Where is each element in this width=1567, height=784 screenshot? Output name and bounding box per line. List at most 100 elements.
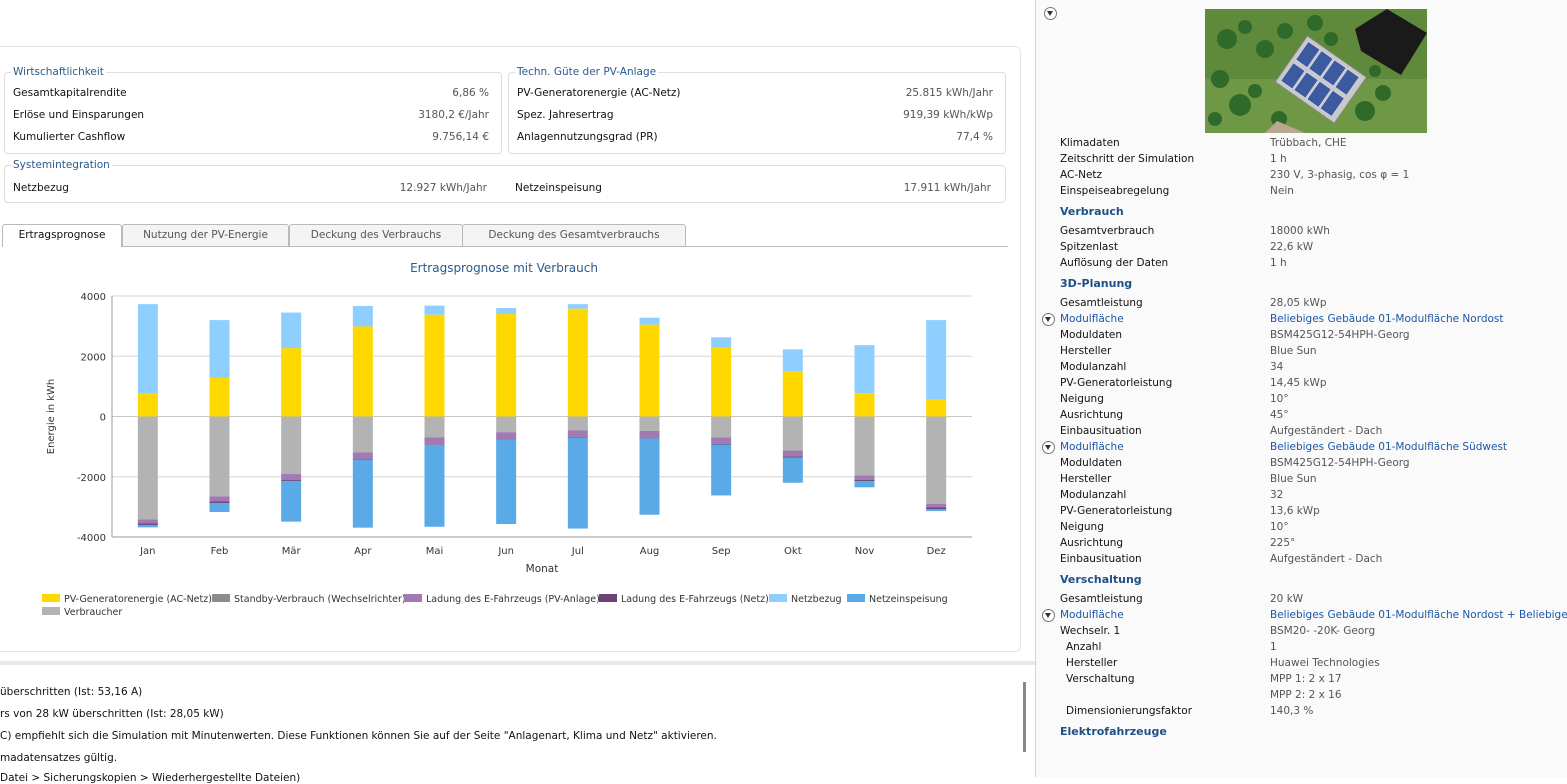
- expand-arrow-icon[interactable]: [1042, 609, 1055, 622]
- message-scrollbar[interactable]: [1023, 682, 1026, 752]
- legend-item[interactable]: PV-Generatorenergie (AC-Netz): [42, 594, 212, 606]
- bar-segment[interactable]: [137, 416, 158, 520]
- bar-segment[interactable]: [711, 416, 732, 438]
- legend-item[interactable]: Ladung des E-Fahrzeugs (PV-Anlage): [404, 594, 600, 606]
- bar-segment[interactable]: [567, 437, 588, 439]
- bar-segment[interactable]: [281, 474, 302, 481]
- bar-segment[interactable]: [711, 437, 732, 444]
- bar-segment[interactable]: [352, 459, 373, 528]
- bar-segment[interactable]: [782, 349, 803, 372]
- bar-segment[interactable]: [639, 438, 660, 439]
- bar-segment[interactable]: [137, 519, 158, 524]
- bar-segment[interactable]: [639, 324, 660, 417]
- bar-segment[interactable]: [567, 437, 588, 529]
- bar-segment[interactable]: [137, 523, 158, 525]
- bar-segment[interactable]: [137, 304, 158, 394]
- bar-segment[interactable]: [926, 416, 947, 504]
- bar-segment[interactable]: [496, 439, 517, 525]
- bar-segment[interactable]: [352, 452, 373, 459]
- sidebar-module-area-link[interactable]: Modulfläche Beliebiges Gebäude 01-Modulfl…: [1060, 311, 1560, 327]
- property-value: 20 kW: [1270, 593, 1304, 605]
- bar-segment[interactable]: [567, 308, 588, 417]
- bar-segment[interactable]: [926, 509, 947, 512]
- bar-segment[interactable]: [782, 450, 803, 457]
- legend-item[interactable]: Standby-Verbrauch (Wechselrichter): [212, 594, 406, 606]
- tab-deckung-gesamtverbrauch[interactable]: Deckung des Gesamtverbrauchs: [462, 224, 686, 246]
- bar-segment[interactable]: [424, 437, 445, 445]
- bar-segment[interactable]: [137, 524, 158, 528]
- bar-segment[interactable]: [352, 416, 373, 453]
- x-tick-label: Sep: [712, 546, 731, 557]
- bar-segment[interactable]: [711, 444, 732, 496]
- 3d-planning-thumbnail[interactable]: [1205, 9, 1427, 133]
- bar-segment[interactable]: [281, 480, 302, 522]
- bar-segment[interactable]: [926, 507, 947, 510]
- kpi-row: Anlagennutzungsgrad (PR) 77,4 %: [517, 127, 993, 147]
- bar-segment[interactable]: [496, 432, 517, 440]
- bar-segment[interactable]: [782, 371, 803, 417]
- bar-segment[interactable]: [352, 305, 373, 327]
- legend-item[interactable]: Ladung des E-Fahrzeugs (Netz): [599, 594, 769, 606]
- bar-segment[interactable]: [209, 502, 230, 512]
- bar-segment[interactable]: [854, 416, 875, 476]
- bar-segment[interactable]: [639, 317, 660, 325]
- bar-segment[interactable]: [281, 348, 302, 417]
- bar-segment[interactable]: [424, 416, 445, 438]
- bar-segment[interactable]: [926, 320, 947, 400]
- legend-item[interactable]: Verbraucher: [42, 607, 122, 619]
- bar-segment[interactable]: [209, 377, 230, 417]
- bar-segment[interactable]: [711, 443, 732, 445]
- bar-segment[interactable]: [711, 337, 732, 348]
- bar-segment[interactable]: [639, 416, 660, 431]
- bar-segment[interactable]: [782, 416, 803, 451]
- legend-item[interactable]: Netzeinspeisung: [847, 594, 948, 606]
- y-tick-label: -4000: [77, 533, 106, 544]
- bar-segment[interactable]: [567, 304, 588, 309]
- expand-arrow-icon[interactable]: [1042, 313, 1055, 326]
- bar-segment[interactable]: [281, 312, 302, 349]
- bar-segment[interactable]: [209, 416, 230, 497]
- bar-segment[interactable]: [854, 480, 875, 482]
- collapse-arrow-icon[interactable]: [1044, 7, 1057, 20]
- bar-segment[interactable]: [782, 457, 803, 483]
- bar-segment[interactable]: [209, 496, 230, 502]
- bar-segment[interactable]: [424, 445, 445, 527]
- bar-segment[interactable]: [926, 503, 947, 508]
- tab-ertragsprognose[interactable]: Ertragsprognose: [2, 224, 122, 247]
- bar-segment[interactable]: [496, 314, 517, 417]
- bar-segment[interactable]: [854, 345, 875, 394]
- bar-segment[interactable]: [424, 314, 445, 417]
- property-label: Klimadaten: [1060, 137, 1120, 149]
- bar-segment[interactable]: [209, 320, 230, 378]
- bar-segment[interactable]: [496, 416, 517, 433]
- bar-segment[interactable]: [352, 326, 373, 417]
- sidebar-module-area-link[interactable]: Modulfläche Beliebiges Gebäude 01-Modulfl…: [1060, 439, 1560, 455]
- bar-segment[interactable]: [854, 481, 875, 488]
- kpi-value: 3180,2 €/Jahr: [418, 109, 489, 121]
- bar-segment[interactable]: [496, 308, 517, 315]
- bar-segment[interactable]: [567, 416, 588, 431]
- bar-segment[interactable]: [782, 456, 803, 458]
- bar-segment[interactable]: [639, 438, 660, 515]
- sidebar-module-area-link[interactable]: Modulfläche Beliebiges Gebäude 01-Modulfl…: [1060, 607, 1567, 623]
- bar-segment[interactable]: [926, 399, 947, 417]
- bar-segment[interactable]: [424, 444, 445, 446]
- tab-nutzung-pv-energie[interactable]: Nutzung der PV-Energie: [122, 224, 289, 246]
- expand-arrow-icon[interactable]: [1042, 441, 1055, 454]
- bar-segment[interactable]: [281, 480, 302, 481]
- bar-segment[interactable]: [639, 430, 660, 439]
- bar-segment[interactable]: [137, 393, 158, 417]
- bar-segment[interactable]: [352, 458, 373, 460]
- bar-segment[interactable]: [854, 475, 875, 481]
- bar-segment[interactable]: [424, 305, 445, 315]
- legend-item[interactable]: Netzbezug: [769, 594, 842, 606]
- bar-segment[interactable]: [567, 430, 588, 438]
- bar-segment[interactable]: [281, 416, 302, 475]
- bar-segment[interactable]: [209, 501, 230, 503]
- tab-deckung-verbrauch[interactable]: Deckung des Verbrauchs: [289, 224, 463, 246]
- property-label: Hersteller: [1060, 345, 1112, 357]
- bar-segment[interactable]: [711, 347, 732, 417]
- property-label: Modulfläche: [1060, 609, 1124, 621]
- bar-segment[interactable]: [854, 393, 875, 417]
- bar-segment[interactable]: [496, 439, 517, 440]
